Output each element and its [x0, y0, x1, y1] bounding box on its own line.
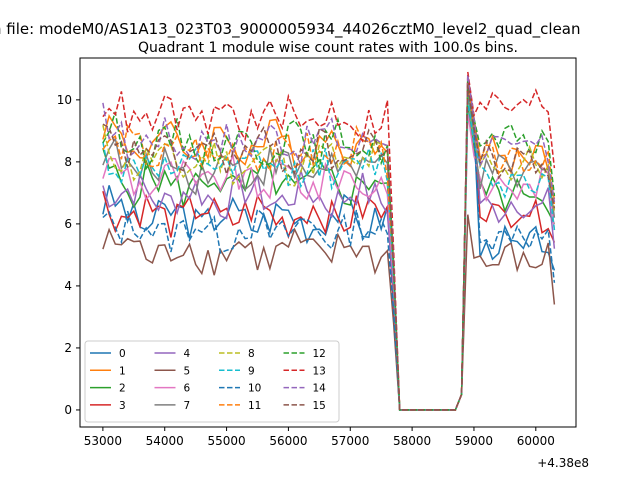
legend-entry-7: 7: [154, 400, 191, 412]
legend-entry-10: 10: [219, 383, 261, 395]
series-line-1: [102, 74, 556, 411]
y-tick-label: 10: [57, 93, 72, 107]
legend-label: 12: [313, 348, 326, 360]
series-line-3: [102, 81, 556, 411]
legend-label: 3: [119, 400, 126, 412]
legend-label: 13: [313, 365, 326, 377]
legend-entry-8: 8: [219, 348, 255, 360]
legend-label: 14: [313, 383, 327, 395]
legend-entry-12: 12: [283, 348, 326, 360]
y-tick-label: 8: [64, 155, 72, 169]
legend-label: 9: [248, 365, 255, 377]
legend-label: 8: [248, 348, 255, 360]
legend-label: 6: [184, 383, 191, 395]
y-tick-label: 6: [64, 217, 72, 231]
legend-entry-5: 5: [154, 365, 191, 377]
series-line-5: [102, 214, 556, 411]
legend-entry-15: 15: [283, 400, 326, 412]
legend-label: 1: [119, 365, 126, 377]
legend-entry-1: 1: [90, 365, 126, 377]
x-tick-label: 57000: [331, 434, 369, 448]
series-line-4: [102, 78, 556, 411]
legend-entry-9: 9: [219, 365, 255, 377]
legend-label: 11: [248, 400, 261, 412]
legend-frame: [84, 340, 340, 423]
series-line-14: [102, 74, 556, 411]
series-layer: [102, 71, 556, 411]
x-tick-label: 59000: [455, 434, 493, 448]
x-tick-label: 58000: [393, 434, 431, 448]
legend-entry-4: 4: [154, 348, 191, 360]
ticks-layer: 53000 54000 55000 56000 57000 58000 59000 60000…: [57, 93, 555, 448]
y-tick-label: 2: [64, 341, 72, 355]
x-tick-label: 53000: [84, 434, 122, 448]
legend-label: 4: [184, 348, 191, 360]
x-tick-label: 54000: [146, 434, 184, 448]
legend-entry-3: 3: [90, 400, 126, 412]
legend-entry-11: 11: [219, 400, 261, 412]
x-tick-label: 60000: [517, 434, 555, 448]
figure-suptitle: n file: modeM0/AS1A13_023T03_9000005934_…: [0, 20, 581, 39]
x-tick-label: 55000: [207, 434, 245, 448]
series-line-10: [102, 87, 556, 411]
legend-entry-0: 0: [90, 348, 126, 360]
legend-entry-13: 13: [283, 365, 326, 377]
plot-frame: [79, 57, 577, 428]
legend-label: 0: [119, 348, 126, 360]
legend-label: 10: [248, 383, 261, 395]
x-tick-label: 56000: [269, 434, 307, 448]
y-tick-label: 0: [64, 403, 72, 417]
y-tick-label: 4: [64, 279, 72, 293]
x-offset-label: +4.38e8: [537, 456, 589, 470]
legend-entry-14: 14: [283, 383, 327, 395]
legend-label: 5: [184, 365, 191, 377]
legend-entry-2: 2: [90, 383, 126, 395]
series-line-13: [102, 71, 556, 411]
legend-label: 7: [184, 400, 191, 412]
legend-label: 2: [119, 383, 126, 395]
legend-entry-6: 6: [154, 383, 191, 395]
legend-label: 15: [313, 400, 326, 412]
chart-title: Quadrant 1 module wise count rates with …: [138, 40, 518, 56]
